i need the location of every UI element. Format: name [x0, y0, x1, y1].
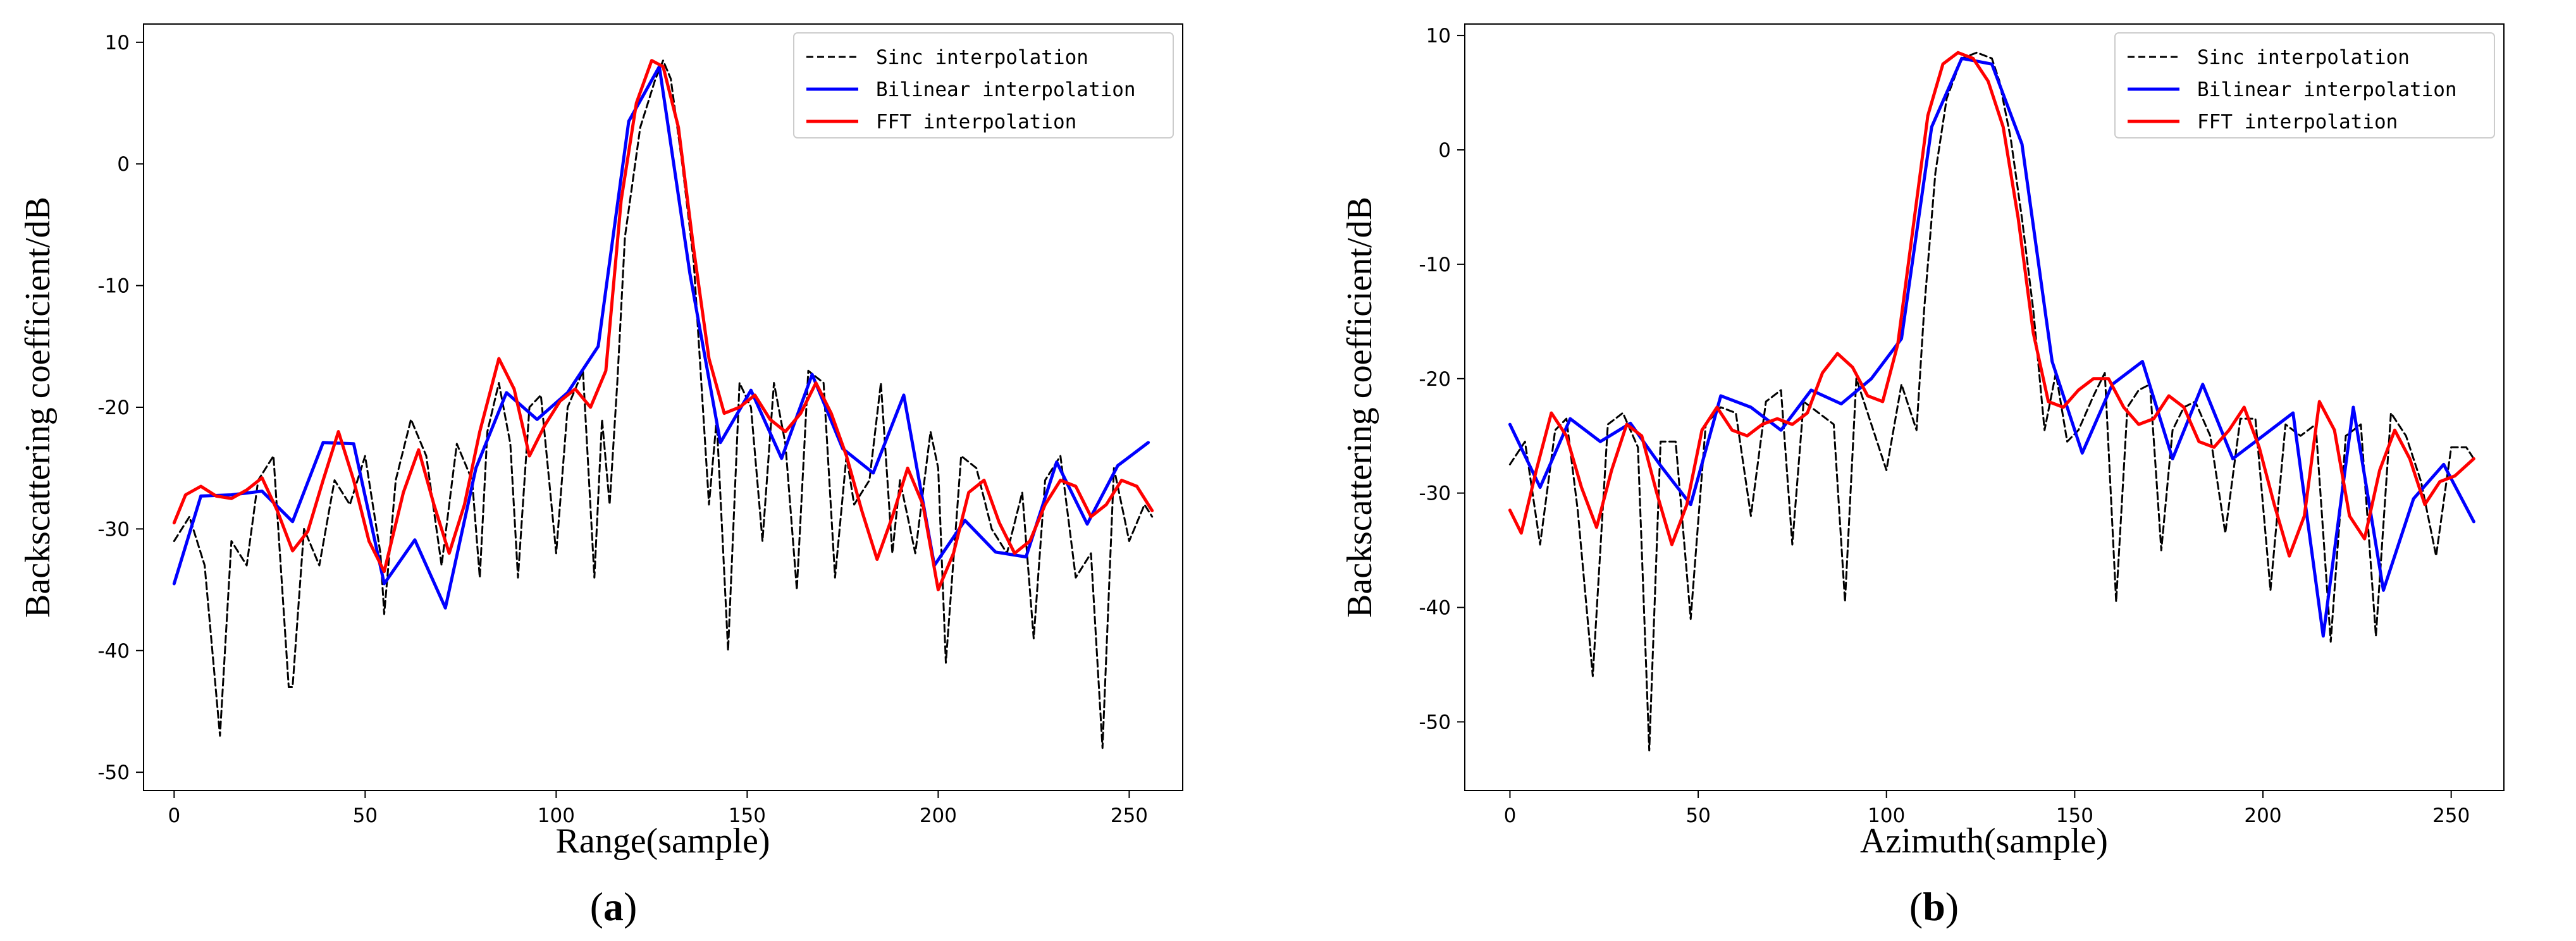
y-tick-label: -30 [97, 518, 130, 541]
y-tick-label: -30 [1419, 483, 1451, 505]
x-tick-label: 50 [1685, 804, 1710, 827]
legend-b: Sinc interpolation Bilinear interpolation… [2114, 32, 2495, 138]
series-line-sinc-interpolation [173, 59, 1154, 749]
legend-label: Sinc interpolation [876, 46, 1088, 69]
legend-label: Bilinear interpolation [2197, 78, 2457, 101]
x-tick-label: 100 [538, 804, 575, 827]
series-group-a [172, 59, 1154, 749]
legend-label: Bilinear interpolation [876, 78, 1136, 101]
legend-label: FFT interpolation [2197, 111, 2398, 133]
x-tick-label: 200 [920, 804, 957, 827]
y-tick-label: -50 [1419, 711, 1451, 734]
y-axis-title-a: Backscattering coefficient/dB [18, 197, 58, 618]
y-tick-label: 10 [105, 32, 130, 54]
y-tick-label: 0 [1438, 139, 1451, 162]
y-axis-title-b: Backscattering coefficient/dB [1340, 197, 1379, 618]
y-tick-label: -50 [97, 761, 130, 784]
y-tick-label: -20 [1419, 368, 1451, 391]
legend-label: FFT interpolation [876, 111, 1076, 133]
y-tick-label: -10 [1419, 254, 1451, 276]
series-line-sinc-interpolation [1508, 51, 2475, 752]
caption-b: (b) [1909, 884, 1959, 929]
y-tick-label: 0 [117, 153, 130, 176]
legend-label: Sinc interpolation [2197, 46, 2410, 69]
legend-frame [2114, 32, 2495, 138]
x-tick-label: 0 [1504, 804, 1517, 827]
y-tick-label: -20 [97, 397, 130, 419]
x-tick-label: 250 [2432, 804, 2470, 827]
x-tick-label: 150 [2056, 804, 2093, 827]
x-tick-label: 0 [168, 804, 180, 827]
plot-frame-b [1464, 23, 2505, 791]
legend-a: Sinc interpolation Bilinear interpolation… [793, 32, 1174, 138]
legend-frame [793, 32, 1174, 138]
x-tick-label: 50 [353, 804, 378, 827]
y-tick-label: -40 [97, 640, 130, 663]
series-line-fft-interpolation [1508, 51, 2475, 558]
x-tick-label: 100 [1868, 804, 1905, 827]
caption-a: (a) [590, 884, 638, 929]
x-axis-title-b: Azimuth(sample) [1860, 821, 2108, 861]
x-tick-label: 200 [2244, 804, 2281, 827]
x-tick-label: 150 [729, 804, 766, 827]
series-line-fft-interpolation [172, 59, 1154, 592]
series-line-bilinear-interpolation [1508, 56, 2475, 638]
x-axis-title-a: Range(sample) [556, 821, 770, 861]
y-tick-label: 10 [1426, 25, 1451, 47]
y-tick-label: -40 [1419, 597, 1451, 620]
series-group-b [1508, 51, 2475, 752]
y-tick-label: -10 [97, 275, 130, 298]
x-tick-label: 250 [1111, 804, 1148, 827]
plot-frame-a [143, 23, 1183, 791]
